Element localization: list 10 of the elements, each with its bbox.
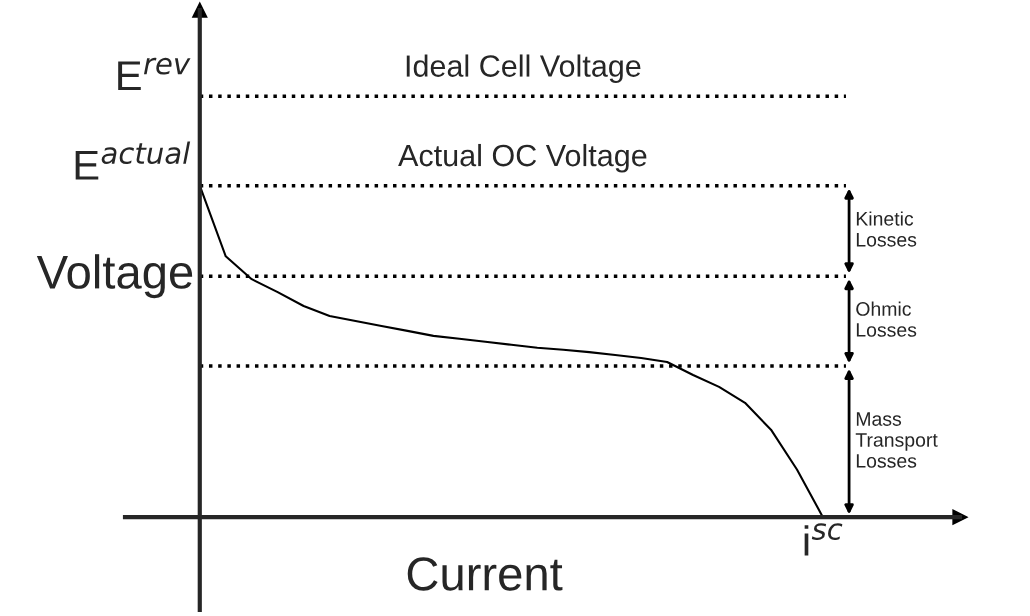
text: Kinetic Losses: [856, 211, 917, 247]
y-axis-title: Voltage: [36, 254, 193, 299]
ref-line-label: E$^{rev}$: [118, 57, 191, 91]
x-axis-title: Current: [407, 557, 563, 591]
text: Actual OC Voltage: [398, 143, 647, 173]
ref-line-label: E$^{actual}$: [75, 141, 191, 180]
text: Mass Transport Losses: [855, 412, 938, 468]
text: Ohmic Losses: [856, 301, 917, 337]
text: i$^{sc}$: [804, 523, 843, 556]
text: Ideal Cell Voltage: [406, 54, 641, 83]
